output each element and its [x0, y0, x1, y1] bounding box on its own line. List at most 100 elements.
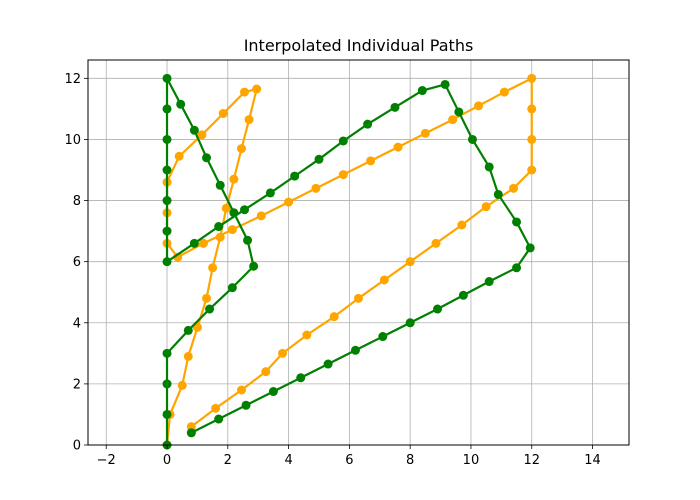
data-point	[183, 325, 193, 335]
data-point	[512, 263, 522, 273]
data-point	[229, 208, 239, 218]
data-point	[236, 144, 246, 154]
x-tick-label: 2	[224, 453, 232, 468]
data-point	[417, 86, 427, 96]
series-1	[162, 73, 535, 450]
data-point	[221, 203, 231, 213]
data-point	[481, 202, 491, 212]
data-point	[525, 243, 535, 253]
data-point	[393, 142, 403, 152]
data-point	[527, 134, 537, 144]
data-point	[512, 217, 522, 227]
data-point	[431, 238, 441, 248]
data-point	[278, 348, 288, 358]
data-point	[448, 115, 458, 125]
data-point	[162, 73, 172, 83]
data-point	[467, 134, 477, 144]
data-point	[186, 428, 196, 438]
data-point	[176, 99, 186, 109]
data-point	[189, 125, 199, 135]
data-point	[338, 170, 348, 180]
data-point	[338, 136, 348, 146]
chart-title: Interpolated Individual Paths	[244, 36, 474, 55]
y-tick-label: 2	[73, 377, 81, 392]
data-point	[493, 189, 503, 199]
data-point	[433, 304, 443, 314]
data-point	[198, 238, 208, 248]
data-point	[323, 359, 333, 369]
x-tick-label: 8	[406, 453, 414, 468]
data-point	[162, 134, 172, 144]
data-point	[405, 318, 415, 328]
data-point	[405, 257, 415, 267]
data-point	[243, 235, 253, 245]
data-point	[440, 79, 450, 89]
plot-frame	[87, 59, 630, 446]
data-point	[229, 174, 239, 184]
x-tick-label: 0	[163, 453, 171, 468]
x-tick-label: −2	[97, 453, 116, 468]
data-point	[265, 188, 275, 198]
data-point	[527, 104, 537, 114]
data-point	[458, 290, 468, 300]
data-point	[474, 101, 484, 111]
y-tick-label: 0	[73, 439, 81, 454]
data-point	[227, 283, 237, 293]
data-point	[162, 104, 172, 114]
data-point	[363, 119, 373, 129]
data-point	[527, 165, 537, 175]
data-point	[162, 348, 172, 358]
data-point	[202, 153, 212, 163]
data-point	[189, 238, 199, 248]
series-layer	[162, 73, 537, 450]
data-point	[197, 130, 207, 140]
data-point	[268, 387, 278, 397]
x-tick-label: 6	[345, 453, 353, 468]
data-point	[177, 380, 187, 390]
data-point	[420, 128, 430, 138]
data-point	[454, 107, 464, 117]
data-point	[205, 304, 215, 314]
data-point	[192, 322, 202, 332]
data-point	[290, 171, 300, 181]
y-axis: 0 2 4 6 8 10 12	[64, 72, 88, 454]
y-tick-label: 10	[64, 133, 81, 148]
data-point	[162, 257, 172, 267]
data-point	[208, 263, 218, 273]
y-tick-label: 4	[73, 316, 81, 331]
data-point	[162, 196, 172, 206]
data-point	[354, 293, 363, 303]
data-point	[174, 151, 184, 161]
data-point	[527, 73, 537, 83]
data-point	[249, 261, 259, 271]
data-point	[484, 162, 494, 172]
data-point	[236, 385, 246, 395]
data-point	[215, 180, 225, 190]
data-point	[261, 367, 271, 377]
x-tick-label: 12	[523, 453, 540, 468]
data-point	[509, 183, 519, 193]
data-point	[240, 205, 250, 215]
data-point	[183, 351, 193, 361]
y-tick-label: 8	[73, 194, 81, 209]
x-tick-label: 14	[584, 453, 601, 468]
data-point	[252, 84, 262, 94]
data-point	[390, 102, 400, 112]
data-point	[284, 197, 294, 207]
x-axis: −2 0 2 4 6 8 10 12 14	[97, 445, 601, 468]
data-point	[296, 373, 306, 383]
data-point	[350, 345, 360, 355]
data-point	[218, 108, 228, 118]
data-point	[379, 275, 389, 285]
y-tick-label: 12	[64, 72, 81, 87]
data-point	[302, 330, 312, 340]
data-point	[457, 220, 467, 230]
data-point	[256, 211, 266, 221]
data-point	[499, 87, 509, 97]
y-tick-label: 6	[73, 255, 81, 270]
data-point	[244, 115, 254, 125]
data-point	[378, 332, 388, 342]
data-point	[241, 400, 251, 410]
data-point	[211, 403, 221, 413]
